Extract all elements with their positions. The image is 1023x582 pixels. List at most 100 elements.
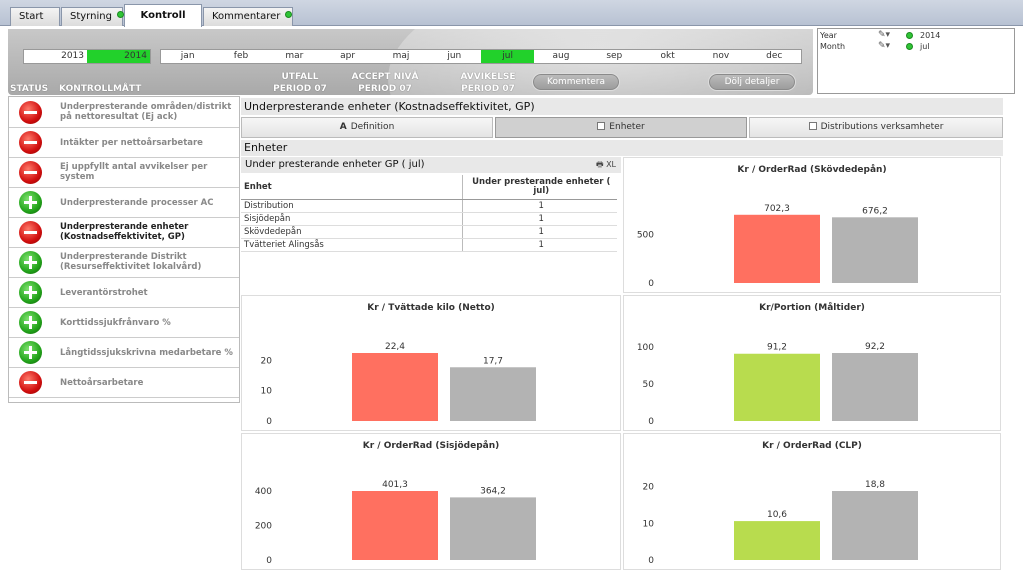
- selection-field: Year: [820, 31, 837, 40]
- subtab-definition[interactable]: A Definition: [241, 117, 493, 138]
- bar[interactable]: [734, 521, 820, 560]
- table-row[interactable]: Distribution 1: [241, 199, 617, 213]
- bar[interactable]: [832, 491, 918, 560]
- month-sep[interactable]: sep: [606, 51, 623, 61]
- kpi-list: Underpresterande områden/distrikt på net…: [8, 96, 240, 403]
- plus-status-icon: [19, 191, 42, 214]
- cell-value: 1: [461, 238, 617, 252]
- kpi-item[interactable]: Underpresterande Distrikt (Resurseffekti…: [9, 248, 239, 278]
- avvikelse-column-label: AVVIKELSE PERIOD 07: [458, 71, 518, 95]
- print-icon[interactable]: 🖶: [595, 160, 604, 169]
- bar-value-label: 17,7: [483, 356, 503, 366]
- kpi-label: Ej uppfyllt antal avvikelser per system: [60, 162, 208, 182]
- selection-value: jul: [920, 42, 930, 51]
- bar[interactable]: [734, 353, 820, 421]
- kpi-item[interactable]: Ej uppfyllt antal avvikelser per system: [9, 158, 239, 188]
- minus-status-icon: [19, 221, 42, 244]
- bar[interactable]: [832, 353, 918, 421]
- bar-value-label: 676,2: [862, 206, 888, 216]
- sheet-tab-bar: Start Styrning Kontroll Kommentarer: [0, 0, 1023, 27]
- table-row[interactable]: Skövdedepån 1: [241, 225, 617, 239]
- bar[interactable]: [734, 214, 820, 283]
- month-feb[interactable]: feb: [233, 51, 249, 61]
- utfall-label: UTFALL: [281, 72, 319, 82]
- month-jul[interactable]: jul: [480, 50, 535, 63]
- tab-kontroll[interactable]: Kontroll: [124, 4, 202, 27]
- year-2013[interactable]: 2013: [61, 51, 84, 61]
- y-tick-label: 50: [643, 380, 655, 390]
- tab-styrning[interactable]: Styrning: [61, 7, 124, 26]
- month-okt[interactable]: okt: [660, 51, 675, 61]
- kpi-item[interactable]: Långtidssjukskrivna medarbetare %: [9, 338, 239, 368]
- cell-enhet: Skövdedepån: [241, 225, 462, 239]
- month-mar[interactable]: mar: [285, 51, 304, 61]
- selection-row-year: Year ✎▾ 2014: [820, 30, 1012, 41]
- year-listbox[interactable]: 2013 2014: [23, 49, 151, 64]
- subtab-label: Distributions verksamheter: [820, 122, 944, 132]
- dolj-detaljer-button[interactable]: Dölj detaljer: [708, 73, 796, 91]
- minus-status-icon: [19, 371, 42, 394]
- kpi-item[interactable]: Underpresterande områden/distrikt på net…: [9, 98, 239, 128]
- kpi-item[interactable]: Korttidssjukfrånvaro %: [9, 308, 239, 338]
- table-row[interactable]: Tvätteriet Alingsås 1: [241, 238, 617, 252]
- chart-title: Kr / OrderRad (Sisjödepån): [362, 441, 500, 451]
- kpi-item[interactable]: Intäkter per nettoårsarbetare: [9, 128, 239, 158]
- month-nov[interactable]: nov: [712, 51, 730, 61]
- kpi-item[interactable]: Underpresterande processer AC: [9, 188, 239, 218]
- bar-value-label: 22,4: [385, 342, 405, 352]
- kpi-item[interactable]: Underpresterande enheter (Kostnadseffekt…: [9, 218, 239, 248]
- subtab-label: Enheter: [609, 122, 645, 132]
- enheter-table: Enhet Under presterande enheter ( jul) D…: [241, 175, 617, 252]
- kpi-item[interactable]: Nettoårsarbetare: [9, 368, 239, 398]
- kommentera-button[interactable]: Kommentera: [532, 73, 620, 91]
- header-band: 2013 2014 jan feb mar apr maj jun jul aug sep okt…: [8, 29, 813, 95]
- bar-chart-svg: 0 200 400 401,3 364,2: [255, 480, 536, 566]
- subtab-bar: A Definition Enheter Distributions verksa…: [241, 117, 1003, 138]
- kpi-label: Leverantörstrohet: [60, 288, 148, 298]
- y-tick-label: 400: [255, 487, 272, 497]
- font-a-icon: A: [339, 122, 347, 132]
- tab-label: Start: [19, 11, 44, 22]
- plus-status-icon: [19, 281, 42, 304]
- bar-value-label: 401,3: [382, 480, 408, 490]
- kpi-label: Intäkter per nettoårsarbetare: [60, 138, 203, 148]
- bar[interactable]: [450, 367, 536, 421]
- minus-status-icon: [19, 131, 42, 154]
- month-maj[interactable]: maj: [392, 51, 410, 61]
- checkbox-icon: [808, 122, 817, 130]
- year-2014[interactable]: 2014: [87, 50, 150, 63]
- kpi-label: Underpresterande enheter (Kostnadseffekt…: [60, 222, 189, 242]
- bar-value-label: 92,2: [865, 342, 885, 352]
- clear-selection-icon[interactable]: ✎▾: [878, 41, 891, 51]
- subtab-label: Definition: [350, 122, 395, 132]
- bar[interactable]: [352, 491, 438, 560]
- subtab-enheter[interactable]: Enheter: [495, 117, 747, 138]
- clear-selection-icon[interactable]: ✎▾: [878, 30, 891, 40]
- y-tick-label: 200: [255, 522, 272, 532]
- bar-chart-svg: 0 500 702,3 676,2: [637, 204, 918, 289]
- bar-value-label: 91,2: [767, 343, 787, 353]
- kpi-item[interactable]: Leverantörstrohet: [9, 278, 239, 308]
- tab-start[interactable]: Start: [10, 7, 60, 26]
- month-jan[interactable]: jan: [180, 51, 195, 61]
- cell-enhet: Tvätteriet Alingsås: [241, 238, 462, 252]
- y-tick-label: 20: [261, 356, 273, 366]
- month-apr[interactable]: apr: [340, 51, 356, 61]
- table-row[interactable]: Sisjödepån 1: [241, 212, 617, 226]
- month-dec[interactable]: dec: [766, 51, 783, 61]
- subtab-distributions-verksamheter[interactable]: Distributions verksamheter: [749, 117, 1003, 138]
- bar[interactable]: [832, 217, 918, 283]
- month-jun[interactable]: jun: [447, 51, 462, 61]
- col-header-underpresterande[interactable]: Under presterande enheter ( jul): [461, 175, 617, 200]
- y-tick-label: 100: [637, 343, 654, 353]
- minus-status-icon: [19, 101, 42, 124]
- chart-clp: Kr / OrderRad (CLP) 0 10 20 10,6 18,8: [623, 433, 1001, 570]
- month-aug[interactable]: aug: [552, 51, 570, 61]
- tab-kommentarer[interactable]: Kommentarer: [203, 7, 293, 26]
- month-listbox[interactable]: jan feb mar apr maj jun jul aug sep okt nov dec: [160, 49, 802, 64]
- bar[interactable]: [450, 497, 536, 560]
- bar[interactable]: [352, 353, 438, 421]
- export-excel-icon[interactable]: 🖶 XL: [596, 157, 616, 173]
- cell-enhet: Sisjödepån: [241, 212, 462, 226]
- col-header-enhet[interactable]: Enhet: [241, 175, 462, 200]
